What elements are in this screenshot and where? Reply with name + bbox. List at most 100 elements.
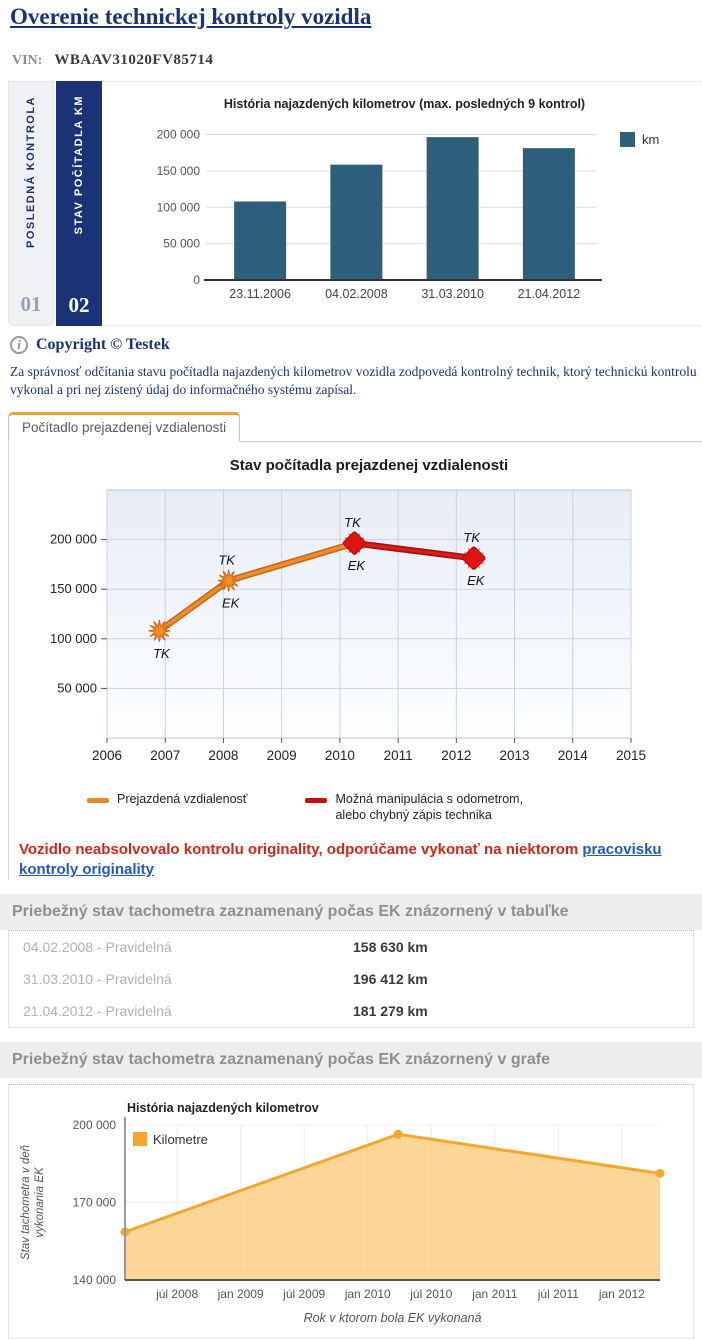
distance-line-swatch [87, 798, 109, 804]
odometer-value: 158 630 km [353, 939, 428, 956]
bar [522, 148, 575, 280]
area-chart-title: História najazdených kilometrov [127, 1101, 319, 1115]
odometer-panel: Stav počítadla prejazdenej vzdialenosti 2… [8, 441, 702, 881]
ek-label: EK [467, 574, 486, 589]
area-legend-swatch [133, 1132, 147, 1147]
vin-label: VIN: [12, 53, 43, 68]
table-row: 21.04.2012 - Pravidelná 181 279 km [9, 995, 693, 1027]
svg-text:2009: 2009 [267, 748, 297, 763]
inspection-date-label: 21.04.2012 - Pravidelná [23, 1003, 172, 1020]
legend-item-manipulation: Možná manipulácia s odometrom, alebo chy… [305, 792, 523, 823]
info-icon: i [10, 336, 28, 354]
disclaimer-text: Za správnosť odčítania stavu počítadla n… [10, 364, 697, 398]
odometer-value: 196 412 km [353, 971, 428, 988]
tk-label: TK [344, 516, 362, 531]
svg-text:2013: 2013 [500, 748, 530, 763]
tk-label: TK [153, 646, 171, 661]
svg-text:170 000: 170 000 [73, 1196, 117, 1210]
table-row: 31.03.2010 - Pravidelná 196 412 km [9, 963, 693, 995]
manipulation-line-label: Možná manipulácia s odometrom, alebo chy… [335, 792, 524, 823]
svg-text:júl 2009: júl 2009 [282, 1287, 325, 1301]
ek-label: EK [222, 596, 241, 611]
svg-text:2012: 2012 [441, 748, 471, 763]
svg-text:04.02.2008: 04.02.2008 [325, 287, 388, 301]
bar-legend-swatch [620, 132, 635, 147]
svg-text:2015: 2015 [616, 748, 646, 763]
copyright-row: i Copyright © Testek [10, 336, 702, 354]
svg-text:23.11.2006: 23.11.2006 [229, 287, 291, 301]
tab-stav-pocitadla-km-number: 02 [68, 293, 90, 317]
svg-text:200 000: 200 000 [73, 1118, 117, 1132]
star-marker [217, 569, 240, 593]
originality-warning: Vozidlo neabsolvovalo kontrolu originali… [19, 840, 679, 881]
svg-text:2014: 2014 [558, 748, 589, 763]
top-panel: POSLEDNÁ KONTROLA 01 STAV POČÍTADLA KM 0… [8, 81, 702, 326]
tab-stav-pocitadla-km-label: STAV POČÍTADLA KM [73, 95, 85, 235]
svg-text:jan 2011: jan 2011 [471, 1287, 517, 1301]
svg-text:2011: 2011 [384, 748, 413, 763]
mileage-table: 04.02.2008 - Pravidelná 158 630 km 31.03… [8, 930, 694, 1029]
tab-posledna-kontrola-number: 01 [20, 292, 42, 316]
svg-text:100 000: 100 000 [50, 631, 97, 646]
mileage-bar-chart: História najazdených kilometrov (max. po… [157, 97, 660, 301]
area-legend-label: Kilometre [153, 1132, 208, 1147]
tab-stav-pocitadla-km[interactable]: STAV POČÍTADLA KM 02 [56, 81, 102, 326]
svg-text:21.04.2012: 21.04.2012 [518, 287, 581, 301]
svg-text:200 000: 200 000 [50, 532, 97, 547]
svg-text:150 000: 150 000 [157, 164, 201, 178]
area-fill [125, 1134, 660, 1281]
table-section-header: Priebežný stav tachometra zaznamenaný po… [0, 894, 702, 931]
svg-text:50 000: 50 000 [57, 681, 97, 696]
star-marker [148, 620, 171, 643]
area-xlabel: Rok v ktorom bola EK vykonaná [304, 1311, 482, 1325]
svg-text:jan 2009: jan 2009 [217, 1287, 264, 1301]
bar [426, 137, 479, 280]
line-chart-title: Stav počítadla prejazdenej vzdialenosti [230, 457, 508, 474]
ek-label: EK [348, 559, 367, 574]
odometer-line-chart: Stav počítadla prejazdenej vzdialenosti 2… [50, 457, 646, 763]
svg-text:140 000: 140 000 [73, 1273, 117, 1287]
svg-text:100 000: 100 000 [157, 200, 201, 214]
bar [330, 164, 383, 280]
tab-posledna-kontrola[interactable]: POSLEDNÁ KONTROLA 01 [8, 81, 54, 326]
tab-odometer[interactable]: Počítadlo prejazdenej vzdialenosti [8, 412, 241, 443]
odometer-value: 181 279 km [353, 1003, 428, 1020]
inspection-date-label: 04.02.2008 - Pravidelná [23, 939, 172, 956]
ek-graph-panel: História najazdených kilometrov 140 000 17… [8, 1084, 694, 1339]
svg-text:0: 0 [193, 273, 200, 287]
svg-text:júl 2010: júl 2010 [409, 1287, 452, 1301]
tab-posledna-kontrola-label: POSLEDNÁ KONTROLA [25, 96, 37, 248]
copyright-text: Copyright © Testek [36, 336, 170, 353]
svg-text:200 000: 200 000 [157, 128, 201, 142]
inspection-date-label: 31.03.2010 - Pravidelná [23, 971, 172, 988]
bar [234, 201, 287, 280]
svg-text:júl 2008: júl 2008 [155, 1287, 198, 1301]
warning-text: Vozidlo neabsolvovalo kontrolu originali… [19, 840, 583, 858]
graph-section-header: Priebežný stav tachometra zaznamenaný po… [0, 1042, 702, 1079]
tk-label: TK [218, 553, 236, 568]
svg-text:2008: 2008 [208, 748, 238, 763]
originality-link[interactable]: pracovisku kontroly originality [19, 840, 662, 878]
svg-text:50 000: 50 000 [163, 237, 200, 251]
bar-legend-label: km [642, 132, 659, 147]
vin-value: WBAAV31020FV85714 [54, 52, 214, 68]
svg-text:júl 2011: júl 2011 [537, 1287, 579, 1301]
svg-text:2010: 2010 [325, 748, 355, 763]
data-point [393, 1129, 403, 1139]
svg-text:vykonania EK: vykonania EK [34, 1166, 46, 1238]
tk-label: TK [463, 531, 481, 546]
svg-text:2006: 2006 [92, 748, 122, 763]
svg-text:jan 2012: jan 2012 [598, 1287, 645, 1301]
svg-text:jan 2010: jan 2010 [344, 1287, 391, 1301]
line-chart-legend: Prejazdená vzdialenosť Možná manipulácia… [9, 792, 702, 823]
legend-item-distance: Prejazdená vzdialenosť [87, 792, 247, 823]
svg-text:2007: 2007 [150, 748, 180, 763]
page-title: Overenie technickej kontroly vozidla [10, 4, 372, 29]
diamond-marker [462, 546, 486, 571]
mileage-bar-chart-panel: História najazdených kilometrov (max. po… [102, 81, 702, 326]
ek-area-chart: História najazdených kilometrov 140 000 17… [20, 1101, 665, 1325]
vin-row: VIN: WBAAV31020FV85714 [12, 51, 702, 69]
vertical-tabs: POSLEDNÁ KONTROLA 01 STAV POČÍTADLA KM 0… [8, 81, 102, 326]
manipulation-line-swatch [305, 798, 328, 804]
odometer-tab-row: Počítadlo prejazdenej vzdialenosti [8, 411, 702, 443]
